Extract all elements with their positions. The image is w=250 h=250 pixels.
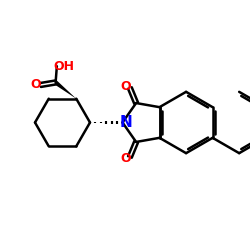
Text: OH: OH <box>53 60 74 73</box>
Text: O: O <box>120 80 131 92</box>
Polygon shape <box>54 81 76 99</box>
Text: O: O <box>31 78 42 92</box>
Text: O: O <box>120 152 131 166</box>
Text: N: N <box>120 115 132 130</box>
